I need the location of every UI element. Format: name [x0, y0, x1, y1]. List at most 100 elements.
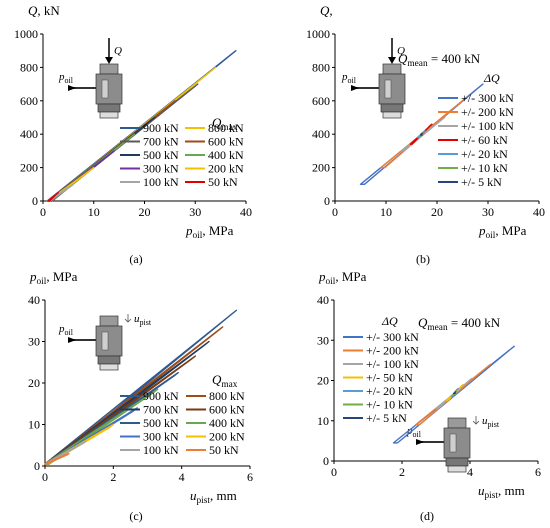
oil-pressure-label-sub: oil	[348, 76, 357, 85]
device-body	[95, 325, 123, 357]
panel-caption: (c)	[129, 509, 142, 523]
press-device-inset: poil upist	[58, 313, 152, 371]
legend-title: ΔQ	[483, 71, 500, 85]
press-device-inset: poil Q	[58, 38, 123, 119]
oil-pressure-label-main: p	[58, 71, 65, 83]
x-tick-label: 20	[431, 205, 443, 219]
legend-entry: 700 kN	[143, 135, 179, 149]
force-label: Q	[114, 45, 122, 57]
legend-entry: +/- 100 kN	[461, 119, 514, 133]
y-axis-label: Q, kN	[28, 3, 60, 18]
y-axis-label: poil, MPa	[318, 269, 367, 287]
y-tick-label: 800	[20, 60, 38, 74]
legend-entry: +/- 60 kN	[461, 133, 508, 147]
displacement-arrow-icon	[472, 416, 480, 425]
series-line-1	[44, 309, 238, 465]
x-axis-label-part: , mm	[210, 488, 237, 503]
device-body	[378, 73, 406, 105]
x-axis-label-part: u	[190, 488, 197, 503]
legend-entry: 600 kN	[209, 403, 245, 417]
device-top	[99, 315, 119, 327]
device-foot	[382, 111, 402, 119]
device-label-plate	[101, 79, 109, 99]
y-tick-label: 0	[34, 459, 40, 473]
oil-pressure-label: poil	[341, 71, 357, 85]
oil-pressure-label: poil	[58, 71, 74, 85]
legend-entry: 900 kN	[143, 389, 179, 403]
x-tick-label: 30	[189, 205, 201, 219]
oil-pressure-label-sub: oil	[65, 328, 74, 337]
oil-pressure-label-main: p	[58, 323, 65, 335]
x-tick-label: 20	[139, 205, 151, 219]
y-tick-label: 20	[28, 376, 40, 390]
legend-entry: 200 kN	[208, 162, 244, 176]
legend-entry: 600 kN	[208, 135, 244, 149]
oil-arrow-icon	[68, 337, 76, 343]
press-device-inset: poil upist	[406, 415, 500, 473]
legend-entry: 50 kN	[208, 175, 238, 189]
device-label-plate	[449, 433, 457, 453]
legend-entry: +/- 20 kN	[461, 147, 508, 161]
y-tick-label: 800	[312, 60, 330, 74]
device-top	[382, 63, 402, 75]
mean-annotation: Qmean = 400 kN	[398, 51, 481, 69]
force-label: Q	[397, 45, 405, 57]
mean-annotation-part: = 400 kN	[448, 315, 501, 330]
device-label-plate	[384, 79, 392, 99]
x-axis-label-part: , MPa	[202, 223, 233, 238]
series-line-3	[400, 116, 446, 152]
x-axis-label: poil, MPa	[478, 223, 527, 241]
legend: ΔQ +/- 300 kN+/- 200 kN+/- 100 kN+/- 50 k…	[343, 314, 419, 425]
x-tick-label: 10	[88, 205, 100, 219]
device-label-plate	[101, 331, 109, 351]
y-tick-label: 200	[20, 161, 38, 175]
y-axis-label-part: , kN	[37, 3, 60, 18]
y-axis-label-part: , MPa	[335, 269, 366, 284]
mean-annotation-part: mean	[407, 59, 428, 69]
legend: ΔQ +/- 300 kN+/- 200 kN+/- 100 kN+/- 60 k…	[438, 71, 514, 189]
legend-title-part: max	[221, 123, 237, 133]
device-foot	[447, 465, 467, 473]
y-tick-label: 200	[312, 161, 330, 175]
y-axis-label-part: p	[29, 269, 37, 284]
y-axis-label-part: Q	[320, 3, 330, 18]
mean-annotation-part: Q	[398, 51, 408, 66]
y-tick-label: 10	[317, 414, 329, 428]
legend-title: ΔQ	[381, 314, 398, 328]
legend-entry: +/- 300 kN	[461, 91, 514, 105]
x-axis-label-part: u	[478, 483, 485, 498]
series-line-7	[452, 391, 457, 395]
x-axis-label: upist, mm	[478, 483, 525, 501]
series-line-7	[419, 132, 423, 136]
mean-annotation-part: mean	[427, 323, 448, 333]
legend-entry: +/- 200 kN	[366, 344, 419, 358]
legend-title: Qmax	[212, 115, 238, 133]
x-axis-label-part: p	[185, 223, 193, 238]
device-base	[380, 103, 404, 113]
x-axis-label: poil, MPa	[185, 223, 234, 241]
y-axis-label-part: Q	[28, 3, 38, 18]
x-tick-label: 0	[331, 465, 337, 479]
displacement-label-main: u	[134, 313, 140, 325]
y-axis-label: Q,	[320, 3, 333, 18]
mean-annotation-part: Q	[418, 315, 428, 330]
x-tick-label: 2	[399, 465, 405, 479]
displacement-label-main: u	[482, 415, 488, 427]
y-tick-label: 600	[20, 94, 38, 108]
y-tick-label: 1000	[306, 27, 330, 41]
y-tick-label: 0	[324, 194, 330, 208]
device-top	[99, 63, 119, 75]
oil-arrow-icon	[68, 85, 76, 91]
legend-entry: 500 kN	[143, 148, 179, 162]
x-tick-label: 0	[40, 205, 46, 219]
x-axis-label-part: , MPa	[495, 223, 526, 238]
y-tick-label: 1000	[14, 27, 38, 41]
legend-entry: 300 kN	[143, 162, 179, 176]
legend-entry: 800 kN	[209, 389, 245, 403]
legend-entry: 800 kN	[208, 121, 244, 135]
x-tick-label: 30	[482, 205, 494, 219]
x-tick-label: 0	[42, 470, 48, 484]
